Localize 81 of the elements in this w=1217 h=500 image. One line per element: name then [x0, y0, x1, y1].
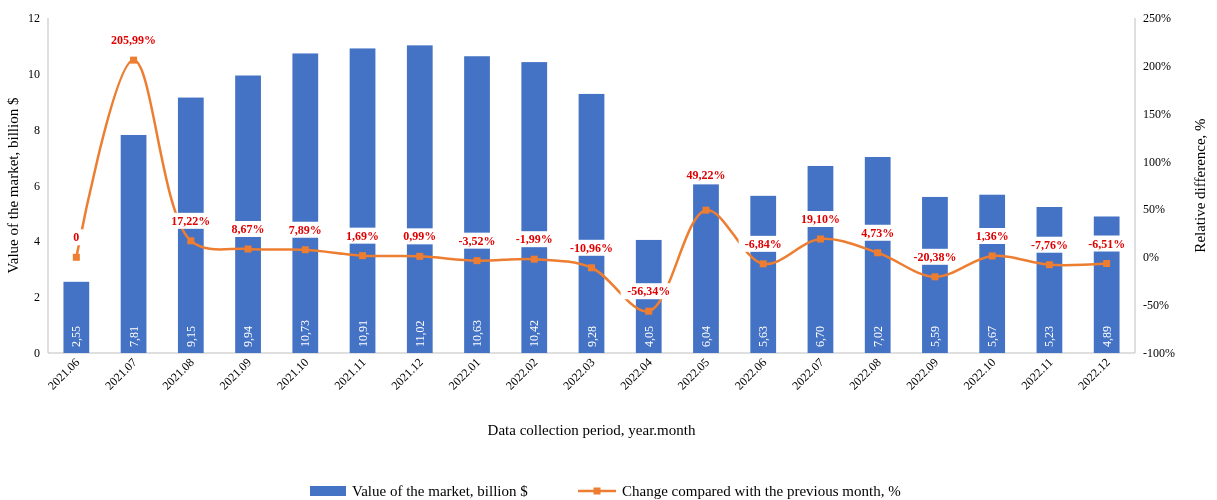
data-label: -10,96% [570, 240, 613, 255]
data-label: 6,70 [813, 326, 828, 347]
data-label: 5,59 [927, 326, 942, 347]
point [759, 260, 767, 268]
y-axis-title: Value of the market, billion $ [5, 97, 21, 274]
point [530, 255, 538, 263]
data-label: -3,52% [458, 233, 496, 248]
data-label: 0,99% [403, 229, 437, 244]
y2-tick-label: 0% [1143, 250, 1159, 265]
y-tick-label: 6 [34, 178, 40, 193]
data-label: 5,23 [1042, 326, 1057, 347]
point [359, 252, 367, 260]
data-label: 7,81 [126, 326, 141, 347]
y2-tick-label: 150% [1143, 106, 1171, 121]
point [244, 245, 252, 253]
point [645, 307, 653, 315]
data-label: 9,94 [241, 326, 256, 347]
bar [349, 48, 376, 353]
data-label: 49,22% [686, 168, 726, 183]
point [416, 252, 424, 260]
point [588, 264, 595, 272]
legend-label: Change compared with the previous month, % [622, 483, 901, 499]
y2-tick-label: 100% [1143, 154, 1171, 169]
data-label: 7,89% [288, 222, 322, 237]
data-label: 0 [73, 230, 80, 245]
data-label: -6,84% [744, 236, 782, 251]
data-label: 19,10% [800, 212, 840, 226]
data-label: 7,02 [870, 326, 885, 347]
y2-tick-label: -100% [1143, 346, 1175, 360]
point [931, 273, 939, 281]
y2-axis-title: Relative difference, % [1192, 118, 1208, 253]
data-label: 4,73% [861, 225, 895, 240]
y2-tick-label: 50% [1143, 202, 1165, 217]
point [816, 235, 824, 243]
y-tick-label: 4 [34, 234, 40, 249]
legend-label: Value of the market, billion $ [352, 483, 529, 499]
data-label: 9,15 [183, 326, 198, 347]
y2-tick-label: -50% [1143, 298, 1169, 313]
bar [63, 281, 90, 353]
data-label: 6,04 [698, 326, 713, 347]
data-label: 10,73 [298, 320, 313, 347]
point [187, 237, 195, 245]
data-label: 205,99% [111, 33, 157, 48]
point [473, 257, 481, 265]
data-label: 5,63 [756, 326, 771, 347]
point [1045, 261, 1053, 269]
point [874, 249, 882, 257]
data-label: 10,91 [355, 320, 370, 347]
y-tick-label: 8 [34, 122, 40, 137]
data-label: 10,42 [527, 320, 542, 347]
y-tick-label: 12 [28, 11, 40, 25]
data-label: 10,63 [470, 320, 485, 347]
point [702, 206, 710, 214]
data-label: 5,67 [985, 326, 1000, 347]
data-label: 1,36% [975, 228, 1009, 243]
y-tick-label: 2 [34, 290, 40, 305]
y-tick-label: 0 [34, 346, 40, 360]
data-label: -56,34% [627, 284, 671, 299]
data-label: 9,28 [584, 326, 599, 347]
x-axis-title: Data collection period, year.month [487, 422, 696, 438]
point [130, 56, 138, 64]
point [301, 246, 309, 254]
bar [120, 134, 147, 353]
data-label: 4,89 [1099, 326, 1114, 347]
y2-tick-label: 250% [1143, 11, 1171, 25]
data-label: 1,69% [346, 228, 380, 243]
data-label: -7,76% [1030, 237, 1068, 252]
data-label: -6,51% [1088, 236, 1126, 251]
data-label: 17,22% [171, 213, 211, 228]
bar [979, 194, 1006, 353]
point [1103, 260, 1111, 268]
data-label: 11,02 [412, 320, 427, 347]
y-tick-label: 10 [28, 66, 40, 81]
point [72, 253, 80, 261]
data-label: 2,55 [69, 326, 84, 347]
data-label: 8,67% [231, 221, 265, 236]
point [988, 252, 996, 260]
data-label: -20,38% [913, 249, 957, 264]
data-label: -1,99% [515, 232, 553, 247]
y2-tick-label: 200% [1143, 58, 1171, 73]
data-label: 4,05 [641, 326, 656, 347]
